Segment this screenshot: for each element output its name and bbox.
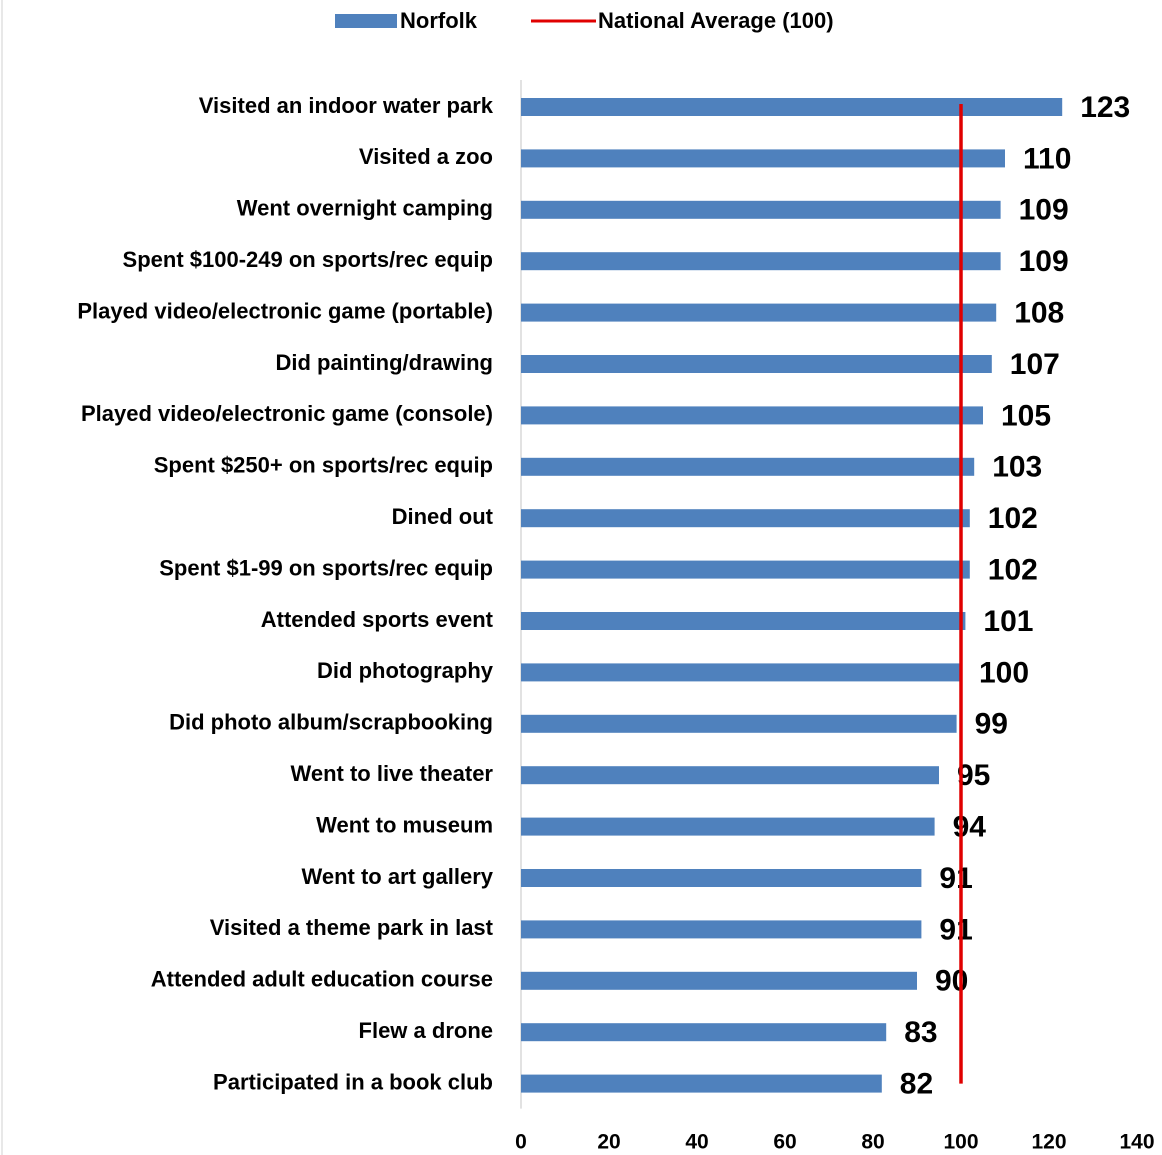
bar [521, 509, 970, 528]
x-tick-label: 80 [861, 1131, 884, 1154]
category-label: Attended adult education course [151, 967, 493, 992]
category-label: Visited an indoor water park [199, 93, 494, 118]
value-label: 103 [992, 451, 1042, 484]
category-label: Went to art gallery [301, 864, 493, 889]
bar [521, 1074, 882, 1093]
x-tick-label: 120 [1031, 1131, 1066, 1154]
category-label: Spent $100-249 on sports/rec equip [123, 247, 493, 272]
bar [521, 766, 939, 785]
x-tick-label: 140 [1119, 1131, 1154, 1154]
value-label: 105 [1001, 399, 1051, 432]
bar [521, 406, 983, 425]
category-label: Went to live theater [290, 761, 493, 786]
category-label: Played video/electronic game (console) [81, 401, 493, 426]
x-tick-label: 100 [943, 1131, 978, 1154]
category-label: Participated in a book club [213, 1069, 493, 1094]
category-label: Did photography [317, 658, 494, 683]
bar [521, 920, 922, 939]
value-label: 123 [1080, 91, 1130, 124]
value-label: 110 [1023, 142, 1071, 175]
category-label: Went to museum [316, 812, 493, 837]
x-tick-label: 20 [597, 1131, 620, 1154]
value-label: 109 [1019, 245, 1069, 278]
value-label: 109 [1019, 194, 1069, 227]
value-label: 108 [1014, 297, 1064, 330]
bar [521, 714, 957, 733]
category-label: Played video/electronic game (portable) [77, 298, 493, 323]
x-tick-label: 0 [515, 1131, 527, 1154]
category-label: Dined out [392, 504, 494, 529]
bar [521, 817, 935, 836]
category-label: Did painting/drawing [275, 350, 493, 375]
value-label: 101 [983, 605, 1033, 638]
bar [521, 663, 961, 682]
category-label: Attended sports event [261, 607, 494, 632]
category-label: Visited a theme park in last [210, 915, 494, 940]
bar [521, 869, 922, 887]
bar [521, 98, 1063, 116]
category-label: Flew a drone [359, 1018, 493, 1043]
value-label: 102 [988, 502, 1038, 535]
value-label: 107 [1010, 348, 1060, 381]
value-label: 100 [979, 656, 1029, 689]
value-label: 91 [939, 862, 972, 895]
value-label: 102 [988, 554, 1038, 587]
bar [521, 355, 992, 373]
category-label: Did photo album/scrapbooking [169, 710, 493, 735]
bar [521, 252, 1001, 271]
value-label: 83 [904, 1016, 937, 1049]
x-tick-label: 40 [685, 1131, 708, 1154]
x-tick-label: 60 [773, 1131, 796, 1154]
bar [521, 612, 966, 630]
value-label: 91 [939, 913, 972, 946]
bar [521, 149, 1005, 168]
bar [521, 971, 917, 990]
value-label: 94 [953, 811, 987, 844]
bar [521, 303, 997, 322]
bar [521, 457, 975, 476]
category-label: Spent $1-99 on sports/rec equip [159, 555, 493, 580]
category-label: Spent $250+ on sports/rec equip [154, 453, 493, 478]
bar [521, 1023, 887, 1042]
category-label: Went overnight camping [237, 196, 493, 221]
legend-swatch [335, 14, 397, 28]
value-label: 99 [975, 708, 1008, 741]
legend-label: Norfolk [400, 8, 478, 33]
value-label: 90 [935, 965, 968, 998]
value-label: 82 [900, 1068, 933, 1101]
legend-label: National Average (100) [598, 8, 834, 33]
bar [521, 560, 970, 579]
category-label: Visited a zoo [359, 144, 493, 169]
bar [521, 200, 1001, 219]
